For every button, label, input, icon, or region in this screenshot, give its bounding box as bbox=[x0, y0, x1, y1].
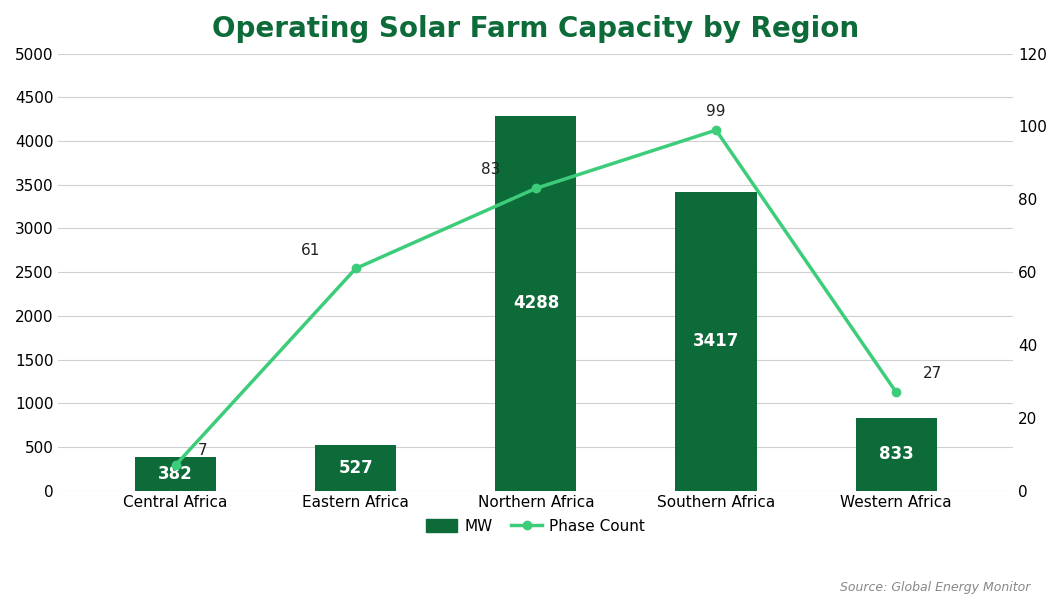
Text: 3417: 3417 bbox=[692, 332, 739, 350]
Text: 61: 61 bbox=[301, 242, 321, 257]
Bar bbox=[675, 192, 756, 491]
Text: 833: 833 bbox=[878, 445, 913, 463]
Bar bbox=[135, 457, 216, 491]
Text: Source: Global Energy Monitor: Source: Global Energy Monitor bbox=[840, 581, 1030, 594]
Bar bbox=[495, 116, 577, 491]
Legend: MW, Phase Count: MW, Phase Count bbox=[421, 512, 651, 540]
Text: 4288: 4288 bbox=[513, 294, 559, 312]
Text: 527: 527 bbox=[339, 458, 373, 476]
Text: 83: 83 bbox=[481, 163, 500, 178]
Text: 27: 27 bbox=[923, 367, 942, 382]
Bar bbox=[315, 445, 396, 491]
Text: 382: 382 bbox=[158, 465, 193, 483]
Bar bbox=[856, 418, 937, 491]
Text: 99: 99 bbox=[706, 104, 725, 119]
Title: Operating Solar Farm Capacity by Region: Operating Solar Farm Capacity by Region bbox=[212, 15, 859, 43]
Text: 7: 7 bbox=[198, 443, 207, 458]
